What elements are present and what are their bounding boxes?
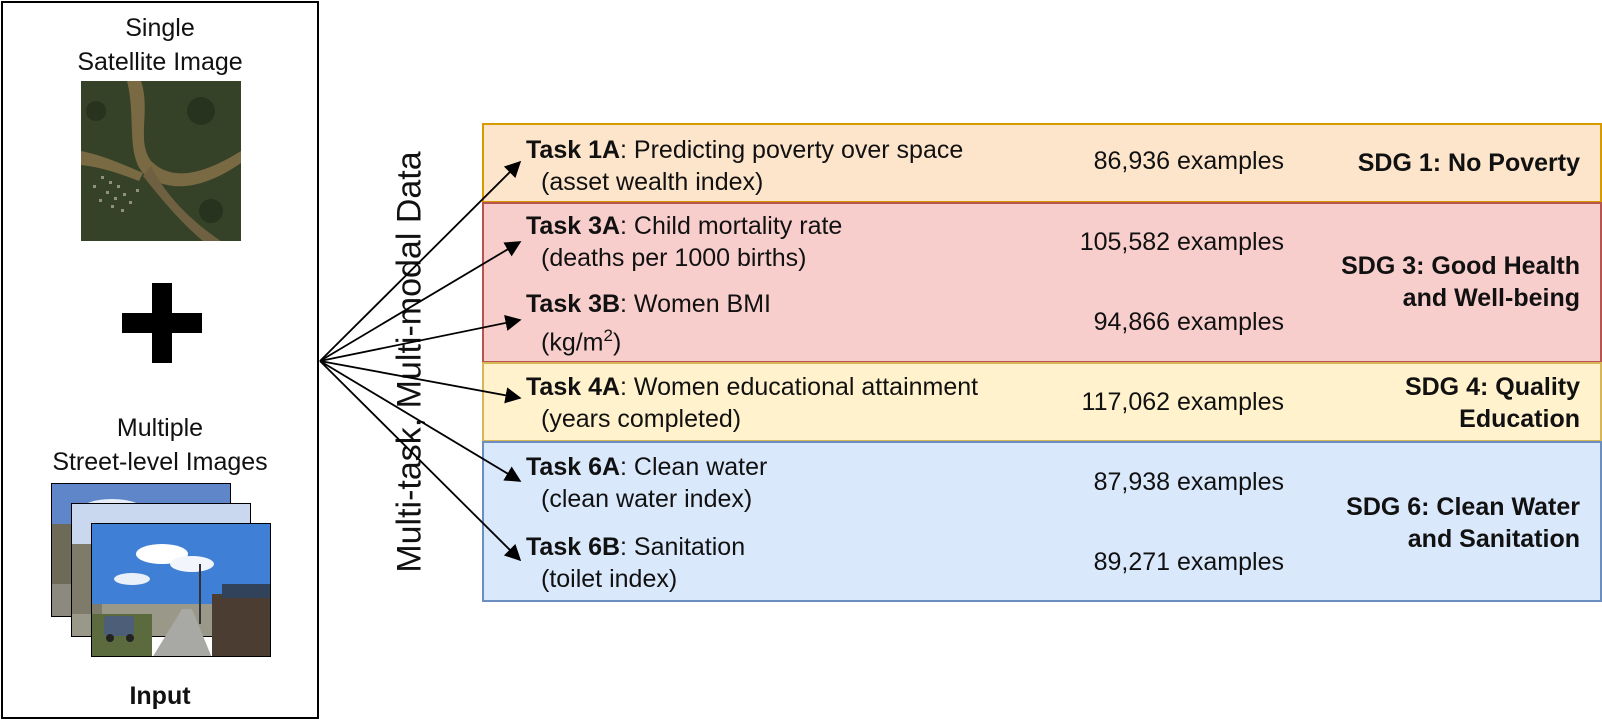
input-panel: Single Satellite Image Multiple Street-l… xyxy=(1,1,319,719)
plus-icon xyxy=(122,283,202,363)
satellite-image xyxy=(81,81,241,241)
task-id: Task 6A xyxy=(526,453,621,481)
task-4a: Task 4A: Women educational attainment (y… xyxy=(526,371,978,435)
task-description: : Women educational attainment xyxy=(620,373,979,401)
task-unit: (clean water index) xyxy=(541,485,753,513)
street-caption-line1: Multiple xyxy=(116,414,204,442)
sdg1-label: SDG 1: No Poverty xyxy=(1358,147,1580,179)
task-3b-count: 94,866 examples xyxy=(1093,308,1284,336)
task-description: : Predicting poverty over space xyxy=(620,136,964,164)
sdg6-label: SDG 6: Clean Water and Sanitation xyxy=(1346,491,1580,555)
task-id: Task 3B xyxy=(526,290,621,318)
task-unit: (years completed) xyxy=(541,405,742,433)
sdg-label-line1: SDG 4: Quality xyxy=(1404,373,1580,401)
multi-task-label: Multi-task, Multi-modal Data xyxy=(390,151,429,573)
satellite-caption-line1: Single xyxy=(125,14,195,42)
sdg-label-line1: SDG 1: No Poverty xyxy=(1357,149,1580,177)
street-caption-line2: Street-level Images xyxy=(52,448,268,476)
sdg-label-line1: SDG 3: Good Health xyxy=(1341,252,1580,280)
sdg3-label: SDG 3: Good Health and Well-being xyxy=(1341,250,1580,314)
input-label: Input xyxy=(129,682,191,710)
task-unit: (toilet index) xyxy=(541,565,678,593)
task-4a-count: 117,062 examples xyxy=(1081,388,1284,416)
task-3a: Task 3A: Child mortality rate (deaths pe… xyxy=(526,210,842,274)
sdg4-label: SDG 4: Quality Education xyxy=(1405,371,1580,435)
task-unit-superscript: 2 xyxy=(603,326,613,345)
sdg-label-line1: SDG 6: Clean Water xyxy=(1346,493,1580,521)
task-3a-count: 105,582 examples xyxy=(1079,228,1284,256)
sdg-label-line2: and Sanitation xyxy=(1407,525,1580,553)
sdg1-band xyxy=(482,123,1602,203)
task-6a-count: 87,938 examples xyxy=(1093,468,1284,496)
task-unit-prefix: (kg/m xyxy=(541,328,604,357)
task-unit: (kg/m2) xyxy=(526,320,771,358)
task-id: Task 1A xyxy=(526,136,621,164)
task-1a: Task 1A: Predicting poverty over space (… xyxy=(526,134,963,198)
task-6b: Task 6B: Sanitation (toilet index) xyxy=(526,531,745,595)
task-unit: (deaths per 1000 births) xyxy=(541,244,807,272)
satellite-caption-line2: Satellite Image xyxy=(77,48,243,76)
street-images-caption: Multiple Street-level Images xyxy=(3,411,317,479)
task-1a-count: 86,936 examples xyxy=(1093,147,1284,175)
task-description: : Child mortality rate xyxy=(620,212,843,240)
satellite-image-caption: Single Satellite Image xyxy=(3,11,317,79)
task-id: Task 4A xyxy=(526,373,621,401)
task-3b: Task 3B: Women BMI (kg/m2) xyxy=(526,288,771,358)
sdg4-band xyxy=(482,362,1602,442)
task-6a: Task 6A: Clean water (clean water index) xyxy=(526,451,767,515)
street-image-3 xyxy=(91,523,271,657)
sdg6-band xyxy=(482,441,1602,602)
sdg-label-line2: and Well-being xyxy=(1402,284,1580,312)
task-unit-suffix: ) xyxy=(612,328,622,357)
task-description: : Sanitation xyxy=(620,533,746,561)
task-description: : Clean water xyxy=(620,453,768,481)
task-6b-count: 89,271 examples xyxy=(1093,548,1284,576)
task-id: Task 6B xyxy=(526,533,621,561)
sdg-label-line2: Education xyxy=(1459,405,1580,433)
task-id: Task 3A xyxy=(526,212,621,240)
task-description: : Women BMI xyxy=(620,290,771,318)
task-unit: (asset wealth index) xyxy=(541,168,764,196)
